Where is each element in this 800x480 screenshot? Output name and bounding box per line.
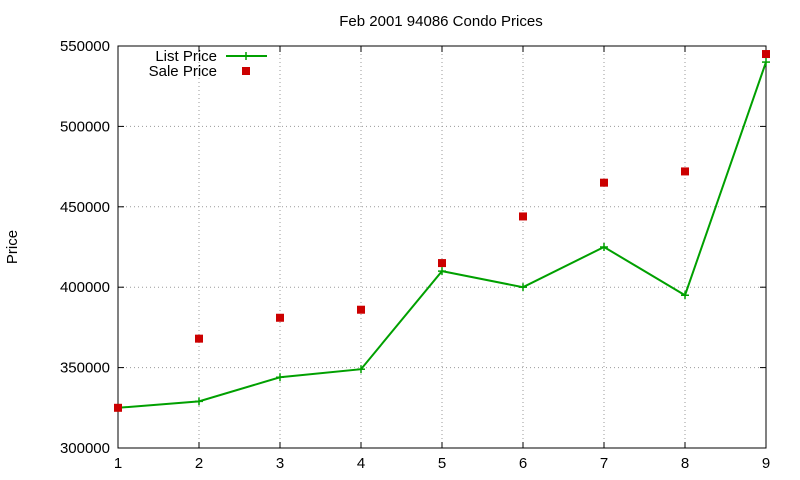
y-tick-label: 550000 [60,38,110,55]
grid-lines [118,46,766,448]
list-price-point [438,267,446,276]
list-price-point [195,397,203,406]
x-tick-label: 5 [438,455,446,472]
data-series [114,50,770,412]
sale-price-point [276,313,284,322]
legend-sample-sale-price [242,67,250,75]
legend-label-sale-price: Sale Price [149,63,217,80]
y-axis-label: Price [4,230,21,264]
y-tick-label: 300000 [60,440,110,457]
y-tick-label: 500000 [60,118,110,135]
y-tick-label: 450000 [60,199,110,216]
legend: List Price Sale Price [149,48,267,80]
sale-price-point [357,305,365,314]
legend-marker [242,67,250,75]
sale-price-point [519,212,527,221]
list-price-point [762,58,770,67]
x-tick-label: 1 [114,455,122,472]
y-tick-label: 400000 [60,279,110,296]
x-tick-label: 7 [600,455,608,472]
y-tick-label: 350000 [60,360,110,377]
x-tick-label: 2 [195,455,203,472]
list-price-point [600,243,608,251]
list-price-point [276,373,284,382]
axis-ticks: 1 2 3 4 5 6 7 8 9 300000 350000 400000 450000 500000 5… [60,38,770,472]
sale-price-point [600,178,608,187]
x-tick-label: 6 [519,455,527,472]
list-price-point [681,291,689,300]
sale-price-point [195,334,203,343]
list-price-point [357,365,365,374]
list-price-point [519,283,527,292]
x-tick-label: 4 [357,455,365,472]
sale-price-point [681,167,689,176]
x-tick-label: 8 [681,455,689,472]
sale-price-point [762,50,770,59]
x-tick-label: 3 [276,455,284,472]
legend-marker [242,52,250,60]
sale-price-point [114,403,122,412]
plot-frame [117,45,767,449]
legend-label-list-price: List Price [155,48,217,65]
sale-price-point [438,259,446,268]
legend-sample-list-price [226,52,267,60]
chart-title: Feb 2001 94086 Condo Prices [339,13,542,30]
x-tick-label: 9 [762,455,770,472]
